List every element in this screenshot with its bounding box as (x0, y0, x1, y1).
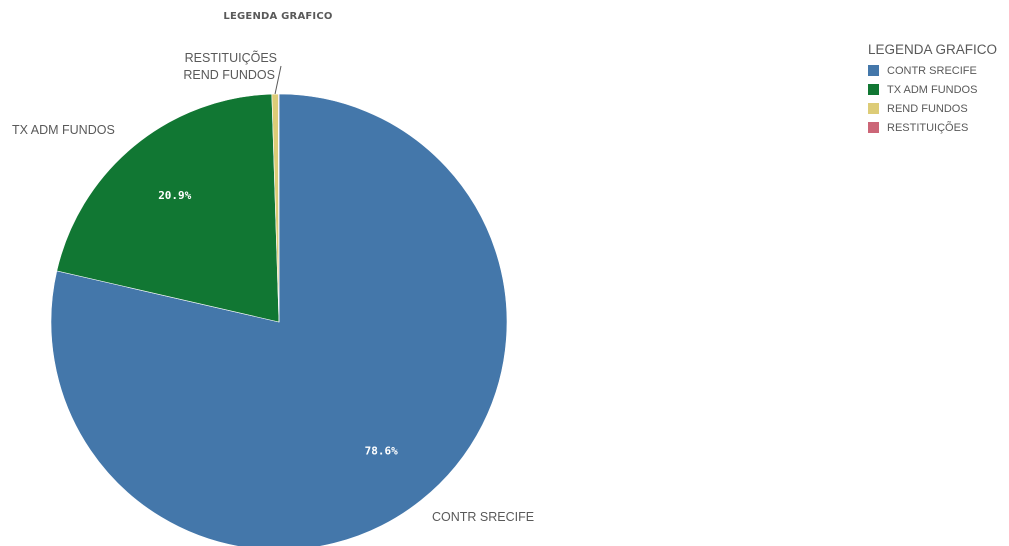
leader-line (274, 65, 282, 95)
legend-item-contr-srecife[interactable]: CONTR SRECIFE (868, 61, 997, 80)
legend: LEGENDA GRAFICO CONTR SRECIFE TX ADM FUN… (868, 42, 997, 137)
data-label: 20.9% (158, 189, 191, 202)
legend-label: REND FUNDOS (887, 102, 968, 115)
slice-label: TX ADM FUNDOS (12, 123, 115, 137)
legend-title: LEGENDA GRAFICO (868, 42, 998, 57)
legend-label: CONTR SRECIFE (887, 64, 977, 77)
legend-swatch (868, 65, 879, 76)
slice-label: RESTITUIÇÕES (185, 50, 277, 65)
legend-label: RESTITUIÇÕES (887, 121, 969, 134)
slice-label: CONTR SRECIFE (432, 510, 534, 524)
legend-item-tx-adm-fundos[interactable]: TX ADM FUNDOS (868, 80, 997, 99)
legend-swatch (868, 122, 879, 133)
chart-title: LEGENDA GRAFICO (223, 11, 333, 22)
legend-item-rend-fundos[interactable]: REND FUNDOS (868, 99, 997, 118)
legend-label: TX ADM FUNDOS (887, 83, 978, 96)
legend-swatch (868, 84, 879, 95)
pie-slice-tx-adm-fundos[interactable] (56, 93, 280, 323)
data-label: 78.6% (365, 444, 398, 457)
legend-swatch (868, 103, 879, 114)
legend-item-restituicoes[interactable]: RESTITUIÇÕES (868, 118, 997, 137)
pie-slice-contr-srecife[interactable] (50, 93, 508, 546)
pie-slice-restitui-es[interactable] (277, 93, 280, 323)
slice-label: REND FUNDOS (183, 68, 275, 82)
